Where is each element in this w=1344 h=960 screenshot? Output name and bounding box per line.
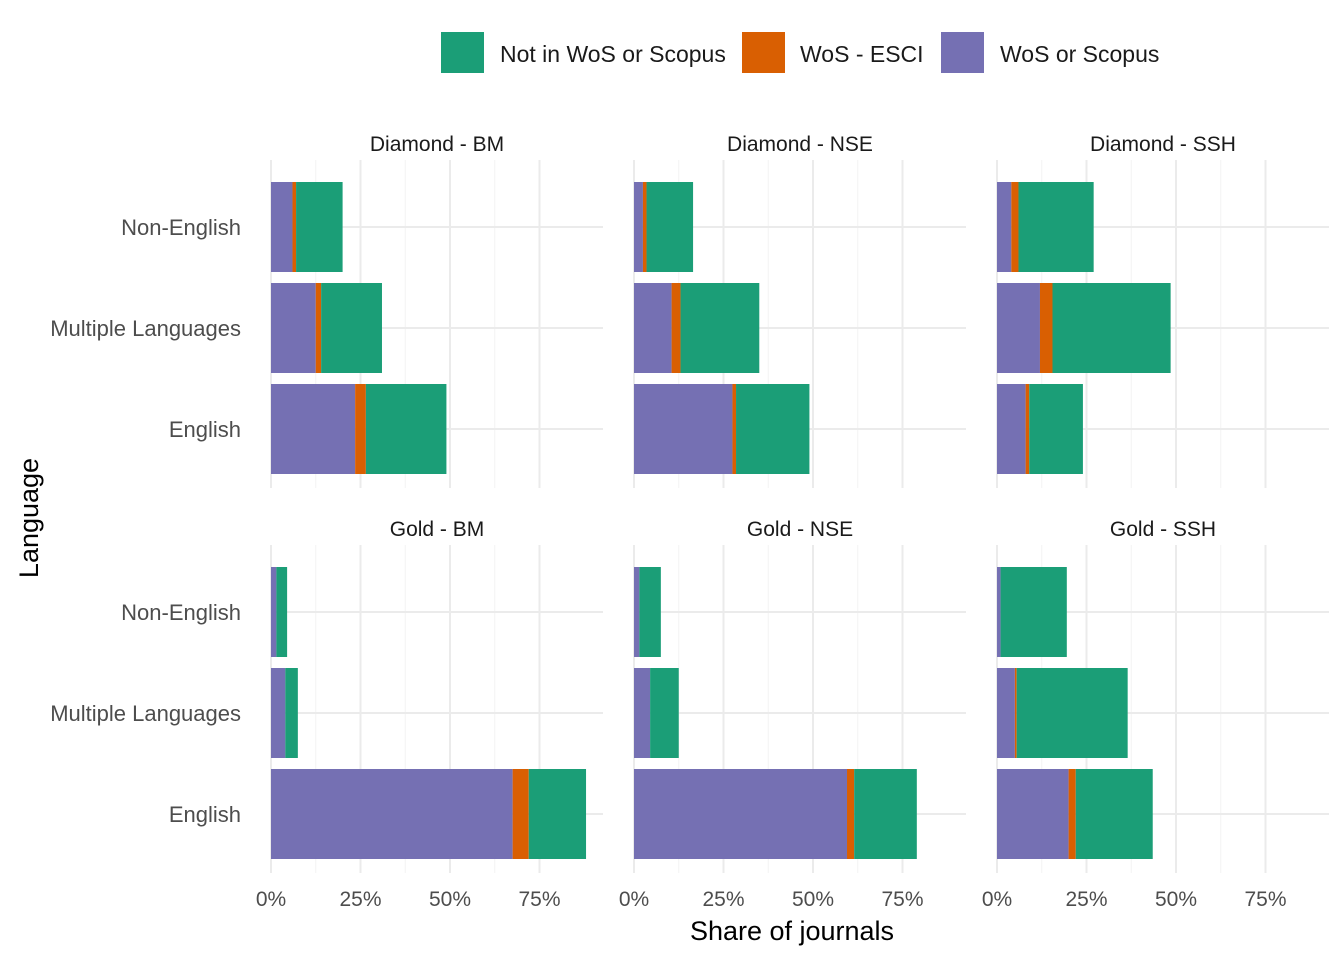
y-tick-label: Multiple Languages — [50, 316, 241, 341]
panel-gold-ssh: Gold - SSH 0% 25% 50% 75% — [982, 518, 1329, 911]
panel-gold-bm: Gold - BM Non-English Multiple Languages En… — [50, 518, 603, 911]
panel-title: Gold - BM — [390, 518, 485, 541]
bar-segment-wos-or-scopus-non-english — [271, 567, 277, 657]
panel-title: Diamond - NSE — [727, 133, 873, 156]
x-tick-label: 50% — [1155, 888, 1197, 911]
bar-segment-wos-or-scopus-non-english — [634, 567, 640, 657]
bar-segment-not-in-wos-or-scopus-non-english — [639, 567, 661, 657]
y-tick-label: Non-English — [121, 600, 241, 625]
bar-segment-wos-esci-english — [512, 769, 529, 859]
panel-title: Diamond - SSH — [1090, 133, 1236, 156]
panel-diamond-nse: Diamond - NSE — [633, 133, 966, 488]
bar-segment-wos-esci-multiple-languages — [671, 283, 681, 373]
chart-panels: Diamond - BM Non-English Multiple Language… — [50, 133, 1329, 911]
bar-segment-not-in-wos-or-scopus-non-english — [1018, 182, 1094, 272]
y-tick-label: English — [169, 417, 241, 442]
bar-segment-not-in-wos-or-scopus-english — [736, 384, 810, 474]
bar-segment-not-in-wos-or-scopus-english — [528, 769, 587, 859]
panel-diamond-bm: Diamond - BM Non-English Multiple Language… — [50, 133, 603, 488]
bar-segment-not-in-wos-or-scopus-english — [1029, 384, 1083, 474]
bar-segment-wos-esci-english — [1068, 769, 1076, 859]
bar-segment-wos-or-scopus-multiple-languages — [271, 668, 286, 758]
bar-segment-wos-esci-multiple-languages — [315, 283, 322, 373]
bar-segment-wos-or-scopus-english — [634, 769, 848, 859]
x-tick-label: 75% — [518, 888, 560, 911]
bar-segment-not-in-wos-or-scopus-non-english — [1000, 567, 1067, 657]
bar-segment-wos-esci-english — [355, 384, 366, 474]
bar-segment-wos-esci-multiple-languages — [1014, 668, 1017, 758]
panel-title: Gold - NSE — [747, 518, 853, 541]
bar-segment-wos-esci-non-english — [292, 182, 297, 272]
bar-segment-not-in-wos-or-scopus-english — [365, 384, 447, 474]
bar-segment-wos-esci-non-english — [642, 182, 647, 272]
x-tick-label: 25% — [702, 888, 744, 911]
bar-segment-wos-or-scopus-non-english — [634, 182, 643, 272]
y-tick-label: Multiple Languages — [50, 701, 241, 726]
panel-title: Diamond - BM — [370, 133, 504, 156]
bar-segment-not-in-wos-or-scopus-multiple-languages — [285, 668, 298, 758]
legend-label-not-in-wos-or-scopus: Not in WoS or Scopus — [500, 41, 726, 67]
legend-key-wos-or-scopus — [941, 32, 984, 73]
x-tick-label: 50% — [429, 888, 471, 911]
bar-segment-wos-or-scopus-multiple-languages — [997, 283, 1040, 373]
legend-label-wos-esci: WoS - ESCI — [800, 41, 924, 67]
bar-segment-wos-or-scopus-english — [271, 769, 513, 859]
bar-segment-wos-or-scopus-multiple-languages — [997, 668, 1015, 758]
x-tick-label: 0% — [619, 888, 649, 911]
bar-segment-wos-or-scopus-multiple-languages — [634, 283, 672, 373]
bar-segment-wos-esci-english — [1025, 384, 1030, 474]
bar-segment-wos-or-scopus-multiple-languages — [634, 668, 651, 758]
x-tick-label: 0% — [982, 888, 1012, 911]
x-tick-label: 50% — [792, 888, 834, 911]
legend-key-not-in-wos-or-scopus — [441, 32, 484, 73]
y-tick-label: Non-English — [121, 215, 241, 240]
x-tick-label: 25% — [1065, 888, 1107, 911]
bar-segment-wos-or-scopus-english — [997, 384, 1026, 474]
bar-segment-wos-or-scopus-non-english — [271, 182, 293, 272]
bar-segment-not-in-wos-or-scopus-multiple-languages — [650, 668, 679, 758]
x-tick-label: 75% — [1244, 888, 1286, 911]
bar-segment-wos-or-scopus-non-english — [997, 567, 1001, 657]
bar-segment-not-in-wos-or-scopus-non-english — [646, 182, 694, 272]
y-tick-label: English — [169, 802, 241, 827]
bar-segment-not-in-wos-or-scopus-multiple-languages — [680, 283, 760, 373]
bar-segment-wos-or-scopus-multiple-languages — [271, 283, 316, 373]
bar-segment-not-in-wos-or-scopus-non-english — [296, 182, 343, 272]
bar-segment-wos-or-scopus-non-english — [997, 182, 1012, 272]
bar-segment-not-in-wos-or-scopus-multiple-languages — [1052, 283, 1171, 373]
x-tick-label: 0% — [256, 888, 286, 911]
panel-diamond-ssh: Diamond - SSH — [996, 133, 1329, 488]
bar-segment-wos-or-scopus-english — [271, 384, 356, 474]
bar-segment-not-in-wos-or-scopus-multiple-languages — [321, 283, 382, 373]
bar-segment-wos-esci-english — [732, 384, 737, 474]
bar-segment-wos-or-scopus-english — [997, 769, 1069, 859]
bar-segment-not-in-wos-or-scopus-english — [854, 769, 917, 859]
x-tick-label: 25% — [339, 888, 381, 911]
legend: Not in WoS or Scopus WoS - ESCI WoS or Sco… — [441, 32, 1159, 73]
bar-segment-wos-or-scopus-english — [634, 384, 733, 474]
legend-key-wos-esci — [742, 32, 785, 73]
legend-label-wos-or-scopus: WoS or Scopus — [1000, 41, 1159, 67]
bar-segment-wos-esci-non-english — [1011, 182, 1019, 272]
bar-segment-not-in-wos-or-scopus-english — [1075, 769, 1153, 859]
bar-segment-not-in-wos-or-scopus-non-english — [276, 567, 288, 657]
bar-segment-wos-esci-english — [847, 769, 855, 859]
bar-segment-wos-esci-multiple-languages — [1039, 283, 1053, 373]
y-axis-title: Language — [14, 458, 44, 578]
panel-title: Gold - SSH — [1110, 518, 1216, 541]
x-axis-title: Share of journals — [690, 916, 894, 946]
bar-segment-not-in-wos-or-scopus-multiple-languages — [1016, 668, 1128, 758]
x-tick-label: 75% — [881, 888, 923, 911]
panel-gold-nse: Gold - NSE 0% 25% 50% 75% — [619, 518, 966, 911]
